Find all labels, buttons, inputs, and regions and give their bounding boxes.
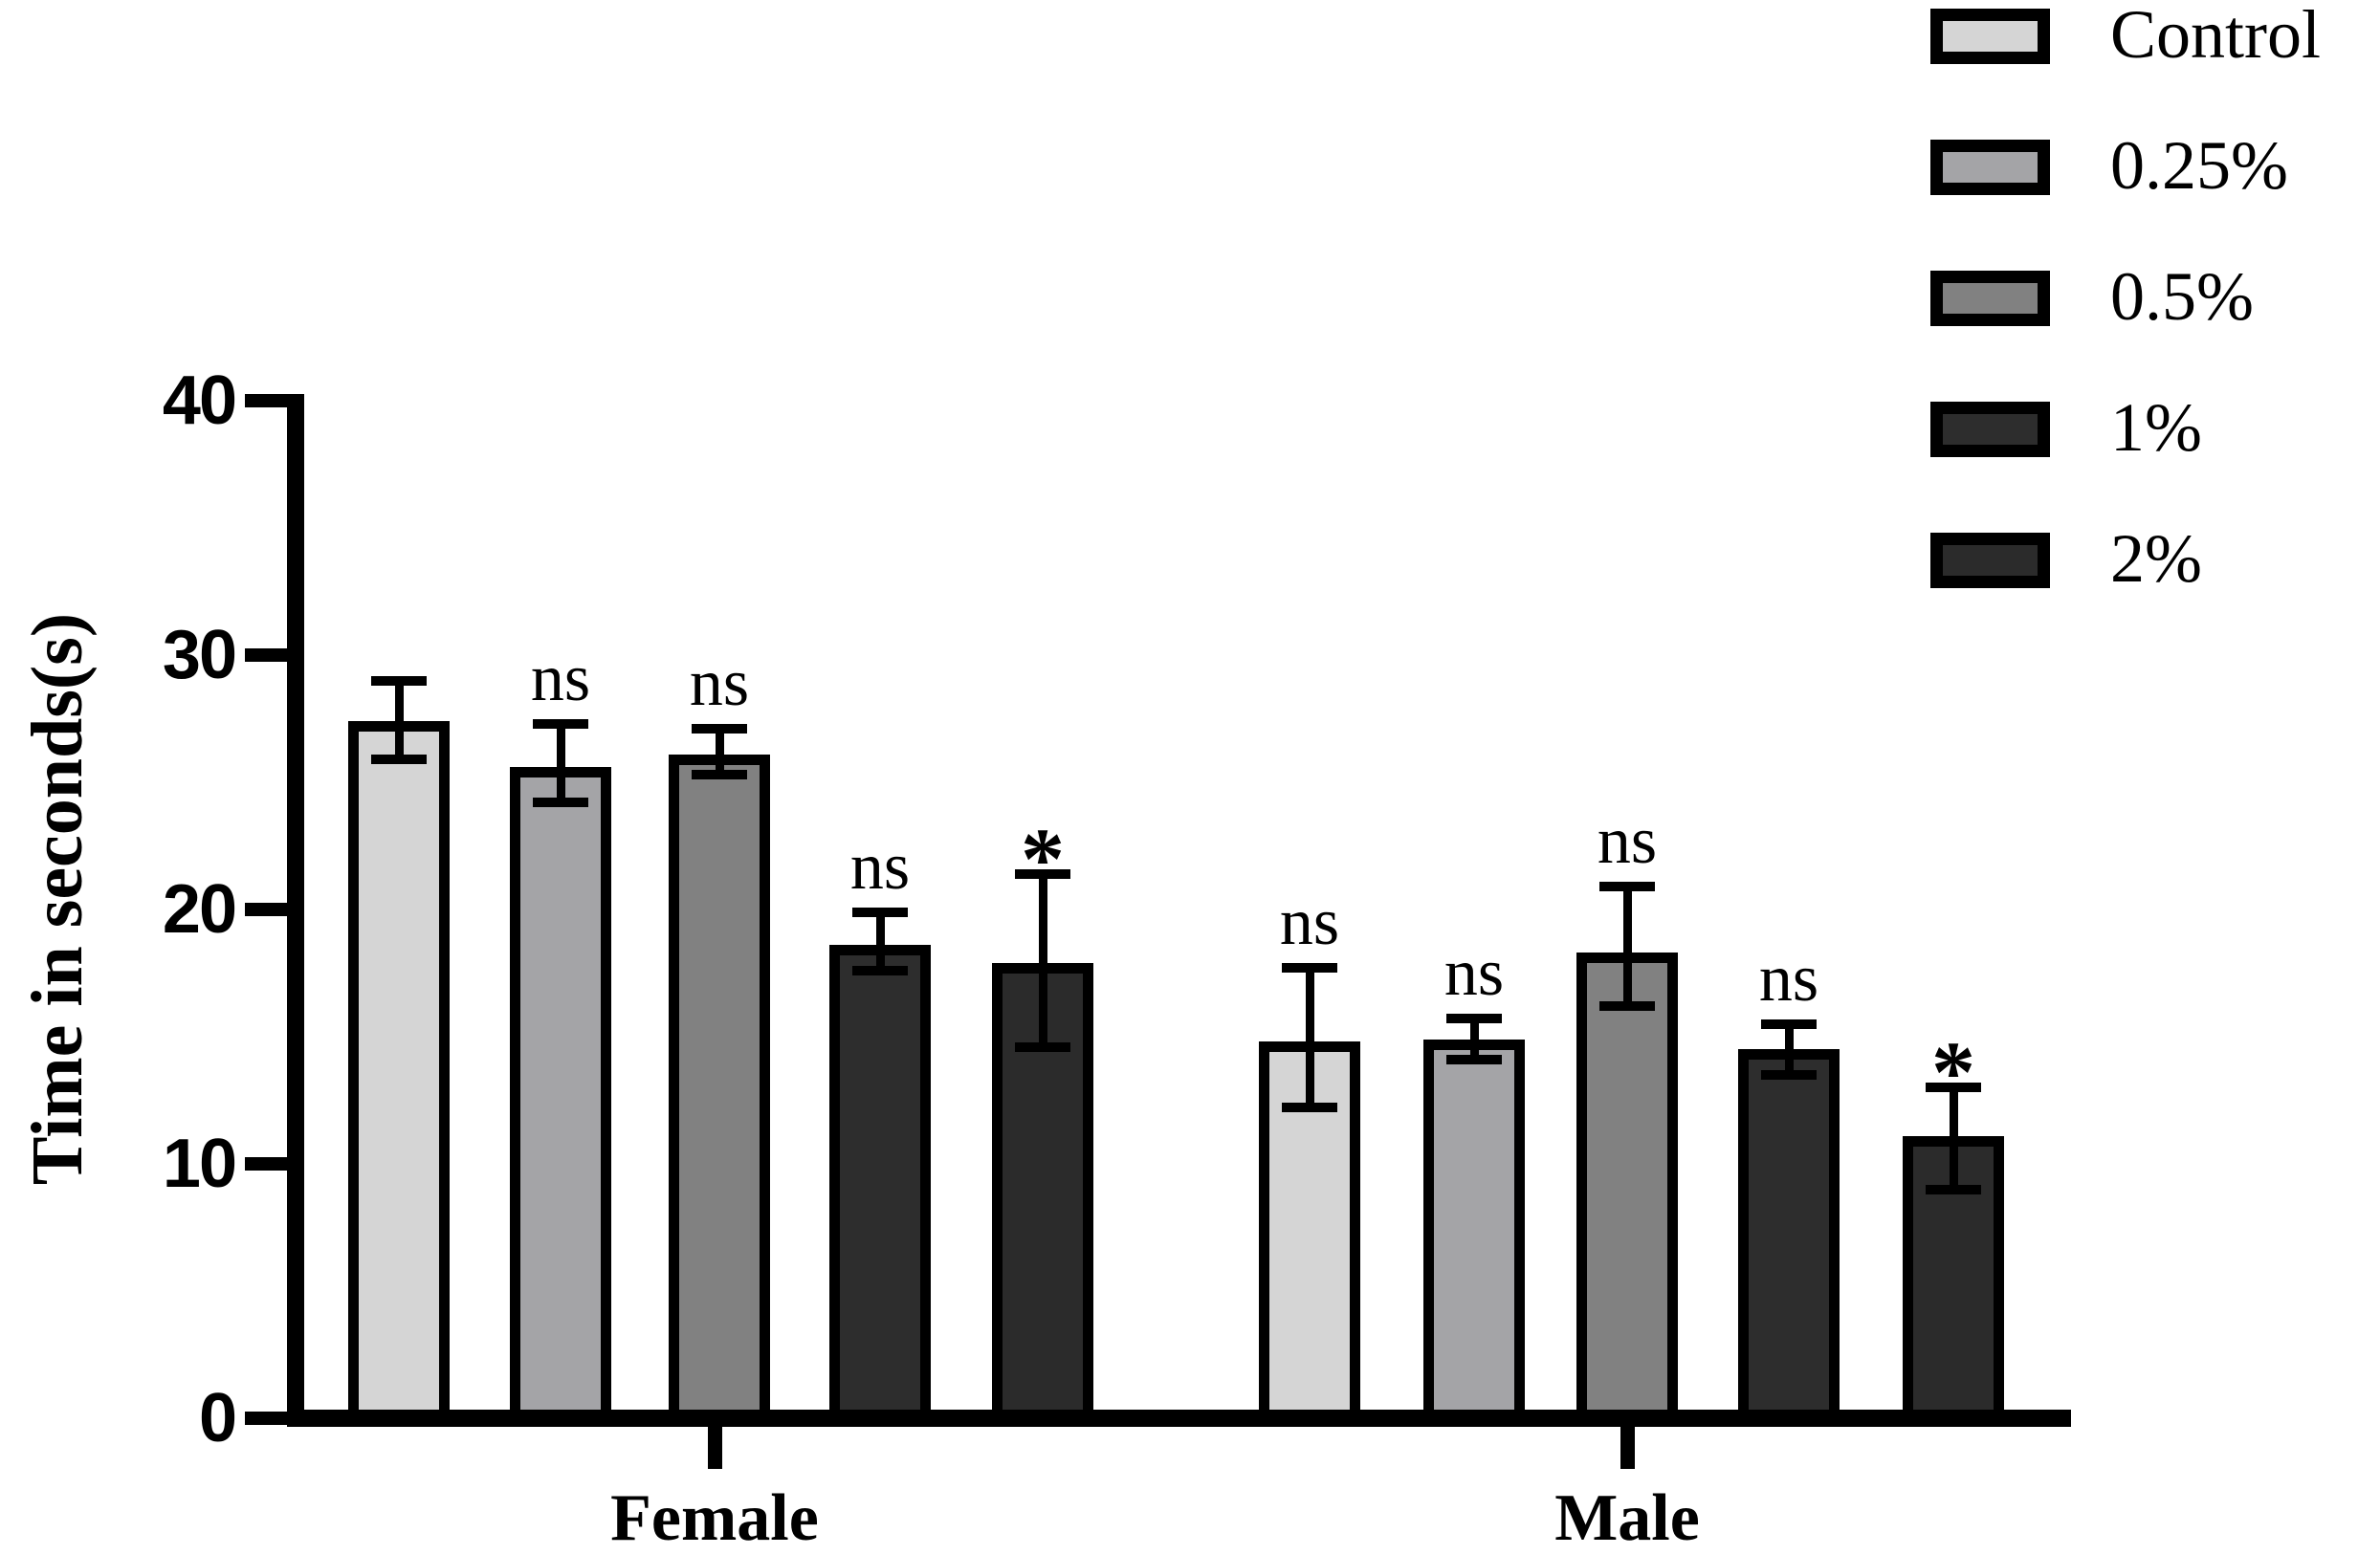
legend-label-0.5pct: 0.5% (2110, 258, 2254, 335)
bar-male-0.5pct (1576, 953, 1678, 1426)
group-label-female: Female (610, 1481, 819, 1555)
group-label-male: Male (1554, 1481, 1700, 1555)
y-axis-title: Time in seconds(s) (17, 612, 98, 1186)
y-tick-mark (245, 648, 287, 662)
error-bar-cap-top (1599, 882, 1655, 892)
significance-label: ns (1279, 886, 1340, 960)
significance-label: * (1021, 809, 1065, 908)
error-bar (1950, 1087, 1958, 1190)
error-bar (1470, 1018, 1479, 1060)
bar-female-0.25pct (510, 767, 611, 1426)
bar-female-0.5pct (669, 754, 770, 1426)
error-bar-cap-bottom (692, 770, 747, 780)
error-bar-cap-bottom (1761, 1069, 1817, 1080)
y-tick-mark (245, 1412, 287, 1425)
significance-label: ns (530, 641, 591, 715)
significance-label: ns (689, 646, 750, 721)
legend-swatch-2pct (1930, 533, 2050, 588)
error-bar (395, 680, 404, 760)
error-bar-cap-top (533, 718, 588, 729)
error-bar (1623, 887, 1632, 1007)
error-bar (876, 911, 885, 971)
x-tick-male (1620, 1425, 1635, 1469)
bar-female-1pct (829, 945, 931, 1426)
y-tick-label: 0 (198, 1380, 237, 1456)
error-bar-cap-top (1282, 963, 1337, 974)
error-bar (1785, 1023, 1794, 1075)
error-bar-cap-top (692, 724, 747, 734)
error-bar-cap-bottom (1282, 1103, 1337, 1113)
error-bar-cap-bottom (533, 798, 588, 808)
y-tick-label: 20 (162, 871, 237, 948)
bar-male-1pct (1738, 1049, 1840, 1426)
error-bar-cap-top (371, 675, 427, 686)
legend-label-control: Control (2110, 0, 2322, 73)
error-bar-cap-bottom (371, 755, 427, 765)
legend-swatch-0.5pct (1930, 271, 2050, 326)
bar-female-control (348, 721, 450, 1426)
error-bar-cap-bottom (1446, 1054, 1502, 1064)
error-bar (716, 729, 724, 775)
error-bar (1306, 968, 1314, 1108)
y-tick-label: 10 (162, 1126, 237, 1202)
y-tick-mark (245, 394, 287, 407)
error-bar-cap-bottom (1015, 1041, 1070, 1052)
y-tick-label: 40 (162, 362, 237, 439)
legend-label-0.25pct: 0.25% (2110, 127, 2288, 204)
x-axis-line (287, 1410, 2071, 1427)
y-tick-mark (245, 1157, 287, 1171)
legend-label-1pct: 1% (2110, 389, 2202, 466)
bar-male-0.25pct (1423, 1039, 1525, 1426)
error-bar-cap-bottom (852, 965, 908, 975)
legend-swatch-0.25pct (1930, 140, 2050, 195)
significance-label: ns (1597, 804, 1658, 879)
y-tick-mark (245, 903, 287, 916)
significance-label: ns (1758, 941, 1819, 1016)
error-bar (1039, 873, 1047, 1047)
error-bar-cap-top (1015, 868, 1070, 879)
legend-swatch-control (1930, 9, 2050, 64)
y-axis-line (287, 394, 304, 1427)
x-tick-female (708, 1425, 722, 1469)
error-bar-cap-top (1926, 1083, 1981, 1093)
error-bar-cap-top (852, 907, 908, 917)
error-bar-cap-bottom (1599, 1001, 1655, 1012)
error-bar (557, 723, 565, 803)
significance-label: ns (1443, 936, 1505, 1011)
y-tick-label: 30 (162, 617, 237, 693)
legend-label-2pct: 2% (2110, 520, 2202, 597)
legend-swatch-1pct (1930, 402, 2050, 457)
error-bar-cap-top (1446, 1014, 1502, 1024)
error-bar-cap-bottom (1926, 1184, 1981, 1194)
significance-label: * (1931, 1023, 1975, 1122)
error-bar-cap-top (1761, 1018, 1817, 1029)
significance-label: ns (849, 829, 911, 904)
